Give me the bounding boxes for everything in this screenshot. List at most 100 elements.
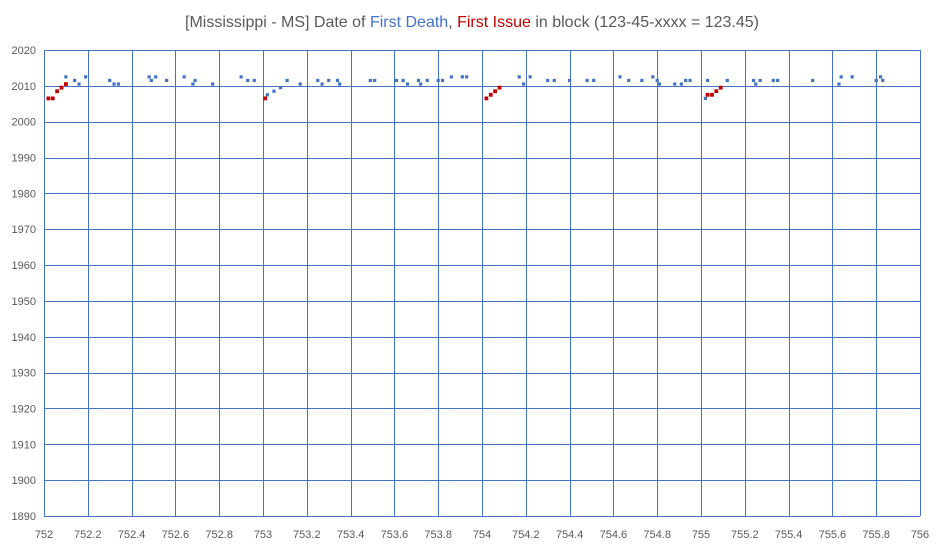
first-issue-point — [484, 96, 489, 101]
first-death-point — [239, 75, 243, 79]
first-death-point — [116, 82, 121, 86]
first-issue-point — [46, 96, 51, 101]
y-tick-label: 1900 — [12, 475, 36, 487]
y-tick-label: 1980 — [12, 188, 36, 200]
x-tick-label: 752.2 — [74, 529, 102, 541]
first-issue-point — [488, 92, 493, 97]
chart-title-suffix: in block (123-45-xxxx = 123.45) — [531, 14, 759, 31]
y-tick-label: 1940 — [12, 332, 36, 344]
x-tick-label: 753 — [254, 529, 272, 541]
first-death-point — [703, 96, 707, 100]
first-issue-point — [59, 85, 64, 90]
first-issue-point — [705, 92, 710, 97]
first-death-point — [546, 78, 550, 83]
first-issue-point — [263, 96, 268, 101]
first-death-point — [338, 82, 342, 86]
x-tick-label: 754.2 — [512, 529, 540, 541]
data-series — [46, 75, 885, 101]
y-tick-label: 1990 — [12, 153, 36, 165]
x-tick-label: 754 — [473, 529, 491, 541]
first-death-point — [837, 82, 841, 86]
first-death-point — [405, 82, 410, 86]
first-death-point — [771, 78, 775, 83]
y-tick-label: 1970 — [12, 224, 36, 236]
first-death-point — [460, 75, 464, 79]
first-death-point — [517, 75, 521, 79]
first-issue-point — [64, 82, 68, 86]
first-death-point — [850, 75, 854, 79]
first-death-point — [640, 78, 644, 83]
first-death-point — [522, 82, 526, 86]
chart-title-issue-label: First Issue — [457, 14, 531, 31]
first-death-point — [368, 78, 372, 83]
first-death-point — [528, 75, 532, 79]
chart-title: [Mississippi - MS] Date of First Death, … — [185, 14, 759, 31]
first-death-point — [278, 86, 283, 90]
first-death-point — [725, 78, 729, 83]
first-death-point — [440, 78, 445, 83]
x-tick-label: 752.8 — [205, 529, 233, 541]
first-issue-point — [50, 96, 55, 101]
x-tick-label: 753.4 — [337, 529, 365, 541]
first-death-point — [401, 78, 405, 83]
first-issue-point — [493, 89, 498, 94]
x-tick-label: 752 — [35, 529, 53, 541]
first-death-point — [688, 78, 692, 83]
first-death-point — [776, 78, 780, 83]
first-death-point — [112, 82, 116, 86]
x-tick-label: 753.2 — [293, 529, 321, 541]
first-death-point — [298, 82, 302, 86]
y-tick-label: 2010 — [12, 81, 36, 93]
x-tick-label: 753.8 — [424, 529, 452, 541]
first-death-point — [684, 78, 688, 83]
first-death-point — [465, 75, 469, 79]
first-death-point — [265, 93, 269, 97]
x-tick-label: 755.8 — [862, 529, 890, 541]
x-tick-label: 755.6 — [819, 529, 847, 541]
first-death-point — [552, 78, 556, 83]
first-death-point — [84, 75, 88, 79]
y-tick-label: 1930 — [12, 368, 36, 380]
y-axis-tick-labels: 1890 1900 1910 1920 1930 1940 1950 1960 1970 1980… — [12, 45, 36, 523]
x-tick-label: 756 — [911, 529, 929, 541]
first-death-point — [618, 75, 622, 79]
first-death-point — [651, 75, 655, 79]
first-death-point — [108, 78, 112, 83]
first-death-point — [193, 78, 197, 83]
chart-title-prefix: [Mississippi - MS] Date of — [185, 14, 370, 31]
first-death-point — [751, 78, 756, 83]
first-death-point — [73, 78, 77, 83]
x-axis-tick-labels: 752 752.2 752.4 752.6 752.8 753 753.2 753.4 753.… — [35, 529, 929, 541]
x-tick-label: 754.8 — [643, 529, 671, 541]
y-tick-label: 1960 — [12, 260, 36, 272]
chart-title-death-label: First Death — [370, 14, 448, 31]
first-death-point — [165, 78, 169, 83]
grid — [44, 50, 921, 517]
first-death-point — [679, 82, 683, 86]
first-death-point — [191, 82, 195, 86]
first-death-point — [585, 78, 589, 83]
first-issue-point — [718, 85, 723, 90]
first-death-point — [874, 78, 878, 83]
first-death-point — [373, 78, 377, 83]
first-death-point — [394, 78, 399, 83]
first-death-point — [335, 78, 340, 83]
y-tick-label: 1890 — [12, 511, 36, 523]
first-issue-point — [497, 85, 502, 90]
first-death-point — [149, 78, 153, 83]
first-death-point — [327, 78, 331, 83]
first-death-point — [754, 82, 758, 86]
first-issue-point — [55, 89, 60, 94]
first-death-point — [436, 78, 440, 83]
first-death-point — [211, 82, 215, 86]
first-death-point — [449, 75, 453, 79]
first-death-point — [316, 78, 320, 83]
first-death-point — [673, 82, 677, 86]
first-death-point — [419, 82, 423, 86]
first-death-point — [839, 75, 843, 79]
first-death-point — [252, 78, 256, 83]
first-death-point — [425, 78, 429, 83]
first-death-point — [320, 82, 324, 86]
first-death-point — [592, 78, 596, 83]
x-tick-label: 754.4 — [556, 529, 584, 541]
